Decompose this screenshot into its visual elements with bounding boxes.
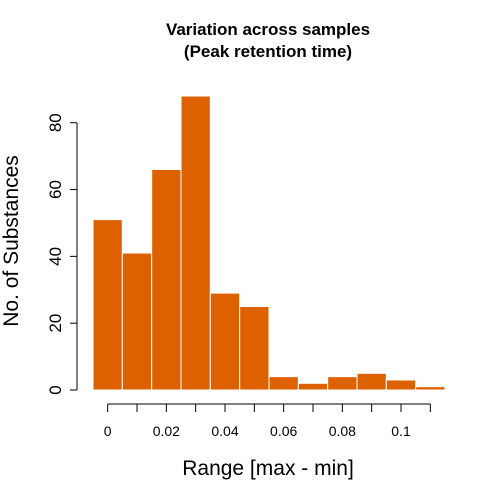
y-axis: 0 20 40 60 80 bbox=[46, 113, 78, 395]
histogram-bar-1 bbox=[121, 252, 153, 391]
histogram-bar-10 bbox=[385, 379, 417, 391]
x-tick-label-0: 0 bbox=[104, 423, 112, 439]
x-tick-label-2: 0.04 bbox=[211, 423, 238, 439]
x-tick-label-4: 0.08 bbox=[329, 423, 356, 439]
y-tick-label-4: 80 bbox=[46, 113, 65, 132]
histogram-bars bbox=[92, 95, 446, 391]
histogram-bar-0 bbox=[92, 219, 123, 391]
histogram-bar-5 bbox=[239, 305, 270, 391]
y-tick-label-0: 0 bbox=[46, 385, 65, 394]
y-tick-label-2: 40 bbox=[46, 247, 65, 266]
histogram-bar-8 bbox=[327, 376, 358, 391]
x-axis-label: Range [max - min] bbox=[182, 457, 354, 480]
histogram-bar-2 bbox=[151, 169, 182, 391]
y-tick-label-3: 60 bbox=[46, 180, 65, 199]
x-axis: 0 0.02 0.04 0.06 0.08 0.1 bbox=[104, 403, 431, 439]
chart-title: Variation across samples bbox=[166, 20, 370, 39]
histogram-bar-3 bbox=[180, 95, 211, 391]
histogram-bar-4 bbox=[209, 292, 241, 391]
x-tick-label-3: 0.06 bbox=[270, 423, 297, 439]
x-tick-label-5: 0.1 bbox=[391, 423, 411, 439]
x-tick-label-1: 0.02 bbox=[153, 423, 180, 439]
histogram-bar-11 bbox=[415, 386, 446, 391]
y-axis-label: No. of Substances bbox=[0, 155, 23, 327]
histogram-bar-6 bbox=[268, 376, 299, 391]
y-tick-label-1: 20 bbox=[46, 314, 65, 333]
histogram-bar-9 bbox=[356, 372, 387, 391]
histogram-bar-7 bbox=[297, 382, 329, 391]
chart-subtitle: (Peak retention time) bbox=[184, 42, 352, 61]
